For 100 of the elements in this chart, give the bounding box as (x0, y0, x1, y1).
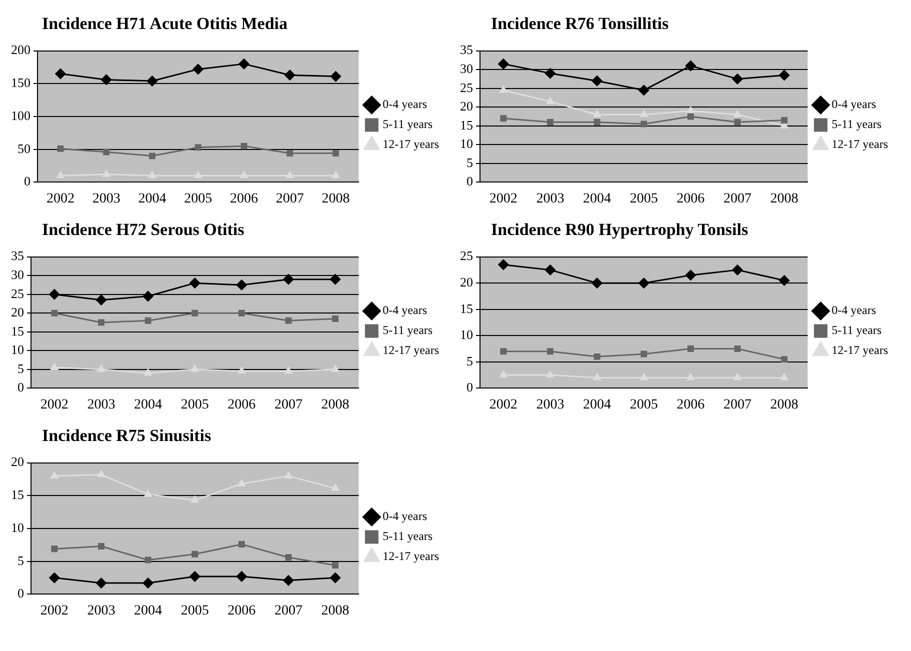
point (332, 316, 339, 322)
legend-label: 12-17 years (382, 343, 440, 358)
chart-title: Incidence R90 Hypertrophy Tonsils (491, 220, 750, 240)
point (240, 142, 248, 150)
y-tick-label: 5 (466, 353, 473, 368)
point (191, 365, 199, 372)
point (640, 373, 648, 380)
x-tick-label: 2005 (184, 191, 212, 206)
point (592, 278, 602, 288)
x-tick-label: 2006 (676, 397, 705, 412)
point (190, 278, 200, 288)
legend-label: 5-11 years (832, 117, 882, 132)
point (685, 60, 696, 72)
point (500, 370, 508, 378)
x-tick-label: 2003 (536, 191, 564, 206)
point (240, 171, 248, 178)
x-tick-label: 2007 (723, 191, 752, 206)
y-tick-label: 25 (11, 286, 24, 301)
point (285, 317, 292, 324)
point (734, 118, 741, 126)
point (593, 373, 601, 380)
point (142, 578, 154, 588)
point (593, 110, 601, 118)
point (194, 171, 202, 178)
point (544, 264, 556, 276)
chart-title: Incidence H72 Serous Otitis (42, 220, 246, 240)
x-tick-label: 2004 (583, 191, 612, 206)
point (500, 86, 508, 93)
y-tick-label: 15 (11, 323, 24, 338)
x-tick-label: 2003 (536, 397, 564, 412)
point (55, 68, 66, 80)
point (498, 259, 509, 270)
point (285, 554, 292, 561)
point (284, 472, 292, 478)
y-tick-label: 0 (18, 380, 24, 395)
y-tick-label: 10 (11, 520, 24, 535)
chart-title: Incidence R76 Tonsillitis (491, 14, 670, 34)
x-tick-label: 2005 (180, 397, 209, 412)
point (781, 117, 788, 124)
point (546, 348, 554, 355)
point (544, 68, 556, 79)
point (236, 571, 247, 582)
point (194, 144, 202, 151)
legend-label: 0-4 years (832, 303, 876, 318)
legend-label: 5-11 years (382, 323, 433, 338)
legend-label: 5-11 years (382, 529, 433, 544)
y-tick-label: 5 (18, 360, 24, 376)
point (546, 118, 554, 126)
x-tick-label: 2004 (583, 397, 612, 412)
point (144, 556, 152, 564)
x-tick-label: 2008 (770, 397, 798, 412)
legend-label: 0-4 years (832, 97, 876, 112)
point (594, 118, 600, 126)
x-tick-label: 2004 (138, 191, 166, 206)
x-tick-label: 2003 (87, 397, 116, 412)
y-tick-label: 200 (11, 42, 30, 58)
point (780, 373, 788, 380)
y-tick-label: 15 (460, 300, 473, 316)
point (101, 74, 112, 85)
point (96, 294, 106, 306)
point (97, 470, 105, 478)
legend-label: 0-4 years (382, 303, 428, 318)
point (640, 110, 648, 118)
legend-label: 12-17 years (382, 137, 440, 152)
y-tick-label: 5 (466, 154, 473, 170)
y-tick-label: 20 (11, 304, 24, 320)
point (148, 171, 156, 178)
x-tick-label: 2007 (274, 397, 302, 412)
x-tick-label: 2002 (489, 191, 518, 206)
y-tick-label: 0 (466, 174, 473, 189)
point (734, 110, 742, 118)
x-tick-label: 2005 (630, 397, 658, 412)
legend-label: 0-4 years (382, 509, 428, 524)
x-tick-label: 2007 (276, 191, 304, 206)
point (638, 278, 650, 288)
point (50, 472, 58, 478)
point (686, 373, 694, 380)
x-tick-label: 2002 (489, 397, 518, 412)
legend-label: 12-17 years (832, 343, 888, 358)
point (498, 58, 509, 70)
point (284, 367, 292, 374)
x-tick-label: 2007 (274, 603, 302, 618)
point (49, 289, 60, 300)
y-tick-label: 20 (460, 274, 473, 290)
legend-label: 5-11 years (382, 117, 433, 132)
legend-label: 12-17 years (832, 137, 888, 152)
point (500, 115, 507, 122)
point (148, 152, 156, 160)
point (734, 346, 741, 352)
point (144, 490, 152, 497)
chart-title: Incidence H71 Acute Otitis Media (42, 14, 289, 34)
x-tick-label: 2007 (723, 397, 752, 412)
y-tick-label: 0 (18, 586, 24, 601)
point (192, 310, 198, 316)
x-tick-label: 2003 (92, 191, 120, 206)
point (49, 572, 60, 584)
legend-label: 5-11 years (832, 323, 882, 338)
point (638, 84, 650, 96)
point (192, 550, 198, 558)
point (332, 150, 339, 157)
